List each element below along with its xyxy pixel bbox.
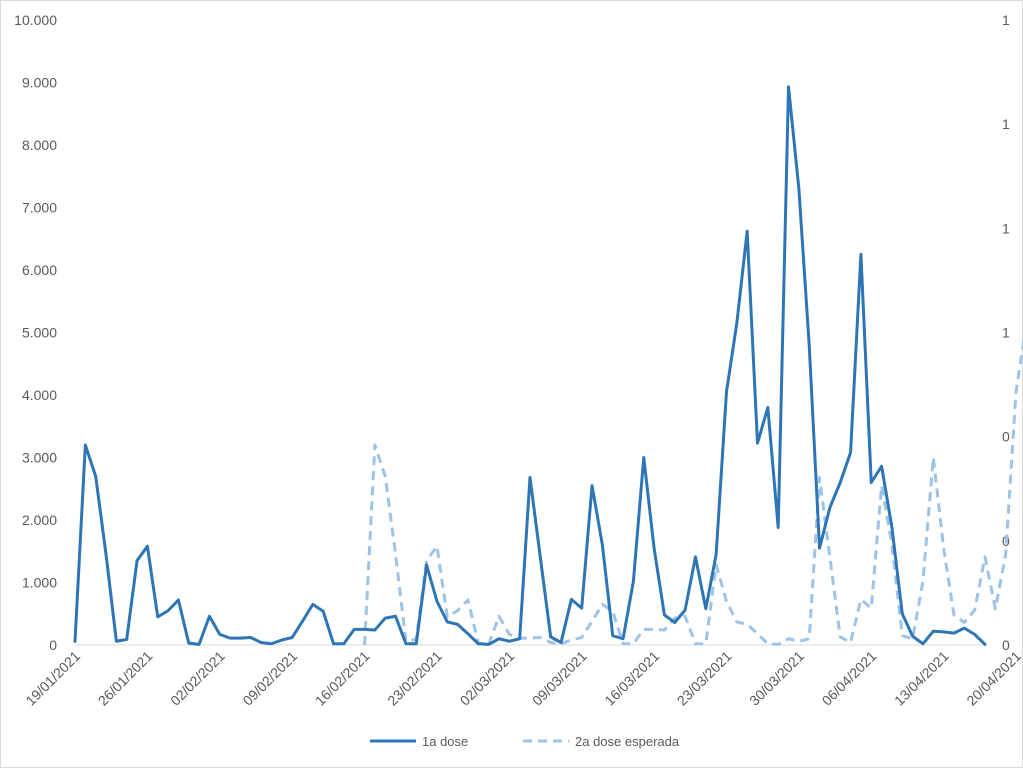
series-line-2 xyxy=(363,335,1023,646)
x-tick-label: 30/03/2021 xyxy=(746,648,807,709)
y-left-tick-label: 8.000 xyxy=(22,137,57,153)
y-left-tick-label: 10.000 xyxy=(14,12,57,28)
x-tick-label: 02/02/2021 xyxy=(167,648,228,709)
y-left-tick-label: 4.000 xyxy=(22,387,57,403)
x-tick-label: 13/04/2021 xyxy=(891,648,952,709)
x-tick-label: 06/04/2021 xyxy=(819,648,880,709)
legend-label-2: 2a dose esperada xyxy=(575,734,680,749)
y-left-axis: 0 1.000 2.000 3.000 4.000 5.000 6.000 7.000 8.00… xyxy=(14,12,57,653)
x-tick-label: 26/01/2021 xyxy=(95,648,156,709)
x-tick-label: 16/02/2021 xyxy=(312,648,373,709)
y-right-tick-label: 0 xyxy=(1002,429,1010,445)
x-axis: 19/01/2021 26/01/2021 02/02/2021 09/02/2021… xyxy=(22,644,1023,709)
legend-label-1: 1a dose xyxy=(422,734,468,749)
y-left-tick-label: 7.000 xyxy=(22,200,57,216)
y-right-tick-label: 1 xyxy=(1002,220,1010,236)
y-right-tick-label: 1 xyxy=(1002,325,1010,341)
y-left-tick-label: 2.000 xyxy=(22,512,57,528)
x-tick-label: 20/04/2021 xyxy=(963,648,1023,709)
x-tick-label: 19/01/2021 xyxy=(22,648,83,709)
y-right-tick-label: 1 xyxy=(1002,12,1010,28)
x-tick-label: 09/02/2021 xyxy=(239,648,300,709)
x-tick-label: 23/03/2021 xyxy=(674,648,735,709)
y-left-tick-label: 0 xyxy=(49,637,57,653)
y-right-tick-label: 0 xyxy=(1002,637,1010,653)
y-left-tick-label: 5.000 xyxy=(22,325,57,341)
y-right-tick-label: 1 xyxy=(1002,116,1010,132)
series-group xyxy=(73,85,1023,646)
x-tick-label: 16/03/2021 xyxy=(601,648,662,709)
legend[interactable]: 1a dose 2a dose esperada xyxy=(370,734,680,749)
x-tick-label: 23/02/2021 xyxy=(384,648,445,709)
y-left-tick-label: 6.000 xyxy=(22,262,57,278)
y-left-tick-label: 9.000 xyxy=(22,75,57,91)
x-tick-label: 09/03/2021 xyxy=(529,648,590,709)
y-left-tick-label: 1.000 xyxy=(22,575,57,591)
y-left-tick-label: 3.000 xyxy=(22,450,57,466)
x-tick-label: 02/03/2021 xyxy=(457,648,518,709)
series-line-1 xyxy=(73,85,987,646)
